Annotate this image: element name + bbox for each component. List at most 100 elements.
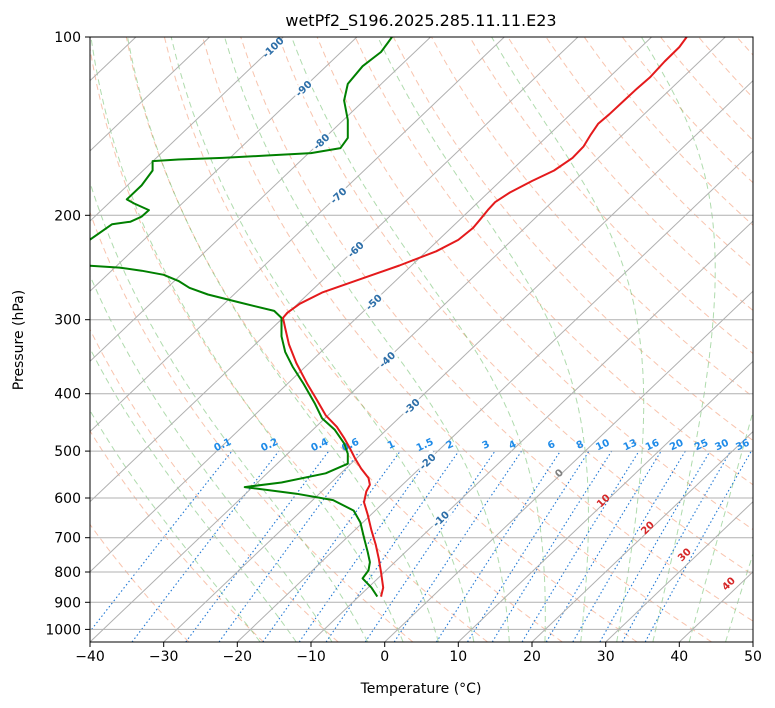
y-axis-label: Pressure (hPa) <box>11 290 27 390</box>
isotherm-line <box>163 80 753 642</box>
y-tick-label: 200 <box>54 208 81 224</box>
moist-adiabat-line <box>127 37 439 642</box>
isotherm-line <box>90 37 579 503</box>
isotherm-line <box>384 290 753 642</box>
x-tick-label: 0 <box>380 649 389 665</box>
temperature-line <box>282 37 688 597</box>
x-tick-label: 40 <box>670 649 688 665</box>
isotherm-line <box>605 501 753 642</box>
mixing-ratio-line <box>218 450 361 642</box>
mixing-ratio-label: 4 <box>507 439 518 452</box>
plot-area: -100-90-80-70-60-50-40-30-20-10 0.1 0.2 0.… <box>90 37 753 642</box>
moist-adiabat-line <box>90 347 297 642</box>
isotherm-label-bg <box>415 449 440 474</box>
moist-adiabat-line <box>725 552 753 642</box>
x-tick-label: −30 <box>149 649 179 665</box>
mixing-ratio-label: 6 <box>546 439 557 452</box>
x-axis: −40 −30 −20 −10 0 10 20 30 40 50 <box>75 642 762 665</box>
mixing-ratio-line <box>325 450 460 642</box>
mixing-ratio-label: 3 <box>481 439 492 452</box>
profile-series <box>90 37 688 598</box>
isotherm-label-bg <box>361 289 386 314</box>
x-tick-label: 30 <box>597 649 615 665</box>
x-axis-label: Temperature (°C) <box>360 681 482 697</box>
isotherm-label-bg <box>291 76 316 101</box>
y-tick-label: 300 <box>54 313 81 329</box>
moist-adiabat-line <box>640 37 716 642</box>
dry-adiabat-line <box>431 37 753 398</box>
x-tick-label: 20 <box>523 649 541 665</box>
moist-adiabat-line <box>90 409 261 642</box>
moist-adiabat-line <box>90 274 333 642</box>
isotherm-gridlines <box>90 37 753 642</box>
dry-adiabat-line <box>240 37 753 622</box>
dewpoint-line <box>90 37 393 598</box>
y-tick-label: 400 <box>54 387 81 403</box>
x-tick-label: 10 <box>449 649 467 665</box>
x-tick-label: 50 <box>744 649 762 665</box>
y-tick-label: 1000 <box>45 622 81 638</box>
isotherm-line <box>236 150 753 642</box>
y-axis: 100 200 300 400 500 600 700 800 900 1000 <box>45 30 90 638</box>
isobar-gridlines <box>90 37 753 630</box>
mixing-ratio-line <box>262 450 401 642</box>
y-tick-label: 500 <box>54 444 81 460</box>
dry-adiabat-line <box>125 37 563 642</box>
dry-adiabat-line <box>392 37 753 442</box>
mixing-ratio-label: 13 <box>622 437 639 453</box>
isotherm-label-bg <box>325 183 351 208</box>
mixing-ratio-label: 30 <box>713 437 730 453</box>
mixing-ratio-label: 20 <box>668 437 685 453</box>
mixing-ratio-line <box>364 450 496 642</box>
moist-adiabat-line <box>688 409 753 642</box>
mixing-ratio-label: 25 <box>693 437 710 453</box>
mixing-ratio-label: 16 <box>644 437 661 453</box>
isotherm-label-bg <box>374 347 399 372</box>
isotherm-line <box>310 220 753 642</box>
dry-adiabat-line <box>354 37 753 486</box>
y-tick-label: 900 <box>54 595 81 611</box>
mixing-ratio-label: 10 <box>594 437 611 453</box>
dry-adiabat-line <box>469 37 753 355</box>
y-tick-label: 700 <box>54 531 81 547</box>
mixing-ratio-line <box>467 450 590 642</box>
y-tick-label: 600 <box>54 491 81 507</box>
y-tick-label: 800 <box>54 565 81 581</box>
isotherm-line <box>457 360 753 642</box>
moist-adiabat-line <box>170 37 475 642</box>
isotherm-line <box>90 37 726 642</box>
mixing-ratio-line <box>298 450 435 642</box>
isotherm-line <box>90 37 652 573</box>
moist-adiabat-line <box>90 37 404 642</box>
isotherm-line <box>531 430 753 642</box>
x-tick-label: −40 <box>75 649 105 665</box>
mixing-ratio-label: 1 <box>386 439 397 452</box>
plot-frame <box>89 36 754 643</box>
dry-adiabat-line <box>163 37 638 642</box>
isotherm-label-bg <box>428 506 453 531</box>
mixing-ratio-label: 36 <box>734 437 751 453</box>
isotherm-label-bg <box>308 129 334 154</box>
isotherm-line <box>90 37 210 152</box>
mixing-ratio-line <box>621 450 732 642</box>
dry-adiabat-line <box>507 37 753 312</box>
mixing-ratio-line <box>521 450 640 642</box>
mixing-ratio-line <box>435 450 561 642</box>
moist-adiabat-line <box>90 181 369 642</box>
moist-adiabats <box>90 37 753 642</box>
isotherm-label-bg <box>343 237 368 262</box>
isotherm-line <box>90 37 284 222</box>
mixing-ratio-label: 2 <box>444 439 455 452</box>
y-tick-label: 100 <box>54 30 81 46</box>
chart-title: wetPf2_S196.2025.285.11.11.E23 <box>285 11 556 31</box>
mixing-ratio-label: 8 <box>575 439 586 452</box>
isotherm-line <box>90 37 505 433</box>
isotherm-line <box>90 37 358 292</box>
isotherm-label-bg <box>399 394 424 419</box>
moist-adiabat-line <box>377 37 589 642</box>
dry-adiabat-line <box>278 37 753 576</box>
moist-adiabat-line <box>291 37 546 642</box>
isotherm-label-bg <box>260 37 285 60</box>
dry-adiabat-line <box>90 45 488 642</box>
